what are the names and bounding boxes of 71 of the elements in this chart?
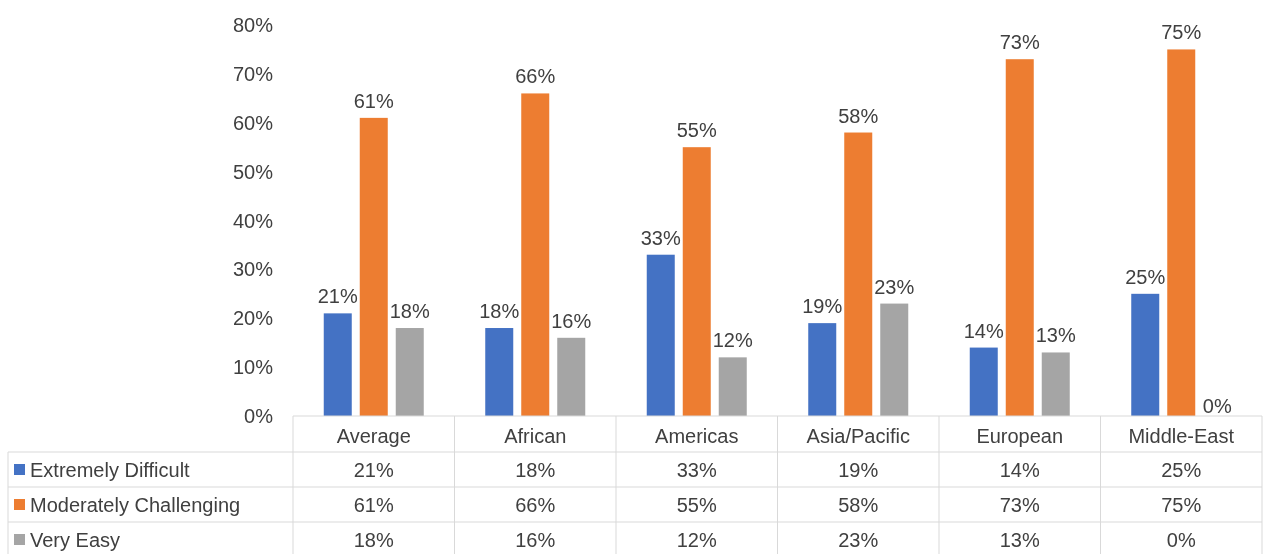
data-label: 0% bbox=[1166, 529, 1196, 551]
legend-label: Moderately Challenging bbox=[30, 494, 241, 516]
legend-label: Extremely Difficult bbox=[30, 459, 191, 481]
bar bbox=[557, 337, 586, 416]
bar bbox=[718, 357, 747, 416]
data-label: 55% bbox=[676, 494, 717, 516]
y-tick-label: 60% bbox=[232, 111, 274, 134]
data-label: 75% bbox=[1161, 494, 1202, 516]
bar bbox=[395, 328, 424, 416]
bar bbox=[1167, 49, 1196, 416]
text: 18% bbox=[479, 300, 520, 323]
text: 58% bbox=[838, 104, 879, 127]
bar bbox=[844, 132, 873, 416]
bar bbox=[646, 254, 675, 416]
bar bbox=[969, 347, 998, 416]
x-tick-label: Asia/Pacific bbox=[806, 425, 910, 447]
data-label: 16% bbox=[515, 529, 556, 551]
y-tick-label: 0% bbox=[244, 405, 274, 427]
bar bbox=[1041, 352, 1070, 416]
data-label: 12% bbox=[676, 529, 717, 551]
bar bbox=[521, 93, 550, 416]
x-tick-label: Middle-East bbox=[1128, 425, 1235, 447]
text: 18% bbox=[389, 300, 430, 323]
bar bbox=[485, 328, 514, 416]
data-label: 21% bbox=[353, 459, 394, 481]
y-tick-label: 80% bbox=[232, 14, 274, 36]
data-label: 13% bbox=[999, 529, 1040, 551]
text: 75% bbox=[1161, 21, 1202, 44]
y-tick-label: 10% bbox=[232, 356, 274, 379]
text: 19% bbox=[802, 295, 843, 318]
x-tick-label: European bbox=[976, 425, 1064, 447]
text: 33% bbox=[640, 226, 681, 249]
data-label: 66% bbox=[515, 494, 556, 516]
bar bbox=[1131, 293, 1160, 416]
y-tick-label: 70% bbox=[232, 62, 274, 85]
bar bbox=[1005, 59, 1034, 416]
data-label: 61% bbox=[353, 494, 394, 516]
text: 13% bbox=[1035, 324, 1076, 347]
data-label: 33% bbox=[676, 459, 717, 481]
data-label: 18% bbox=[353, 529, 394, 551]
y-tick-label: 50% bbox=[232, 160, 274, 183]
bar bbox=[880, 303, 909, 416]
y-tick-label: 40% bbox=[232, 209, 274, 232]
text: 73% bbox=[999, 31, 1040, 54]
x-tick-label: Average bbox=[336, 425, 411, 447]
text: 23% bbox=[874, 275, 915, 298]
data-label: 23% bbox=[838, 529, 879, 551]
text: 16% bbox=[551, 309, 592, 332]
text: 55% bbox=[676, 119, 717, 142]
data-label: 14% bbox=[999, 459, 1040, 481]
y-tick-label: 20% bbox=[232, 307, 274, 330]
data-label: 19% bbox=[838, 459, 879, 481]
text: 25% bbox=[1125, 265, 1166, 288]
x-tick-label: Americas bbox=[655, 425, 739, 447]
text: 61% bbox=[353, 89, 394, 112]
text: 0% bbox=[1202, 395, 1232, 417]
data-label: 58% bbox=[838, 494, 879, 516]
text: 66% bbox=[515, 65, 556, 88]
legend-label: Very Easy bbox=[30, 529, 121, 551]
bar bbox=[682, 147, 711, 416]
data-label: 18% bbox=[515, 459, 556, 481]
text: 12% bbox=[712, 329, 753, 352]
bar bbox=[808, 323, 837, 416]
x-tick-label: African bbox=[504, 425, 567, 447]
y-tick-label: 30% bbox=[232, 258, 274, 281]
bar bbox=[359, 117, 388, 416]
data-label: 25% bbox=[1161, 459, 1202, 481]
text: 21% bbox=[317, 285, 358, 308]
text: 14% bbox=[963, 319, 1004, 342]
bar bbox=[323, 313, 352, 416]
data-label: 73% bbox=[999, 494, 1040, 516]
